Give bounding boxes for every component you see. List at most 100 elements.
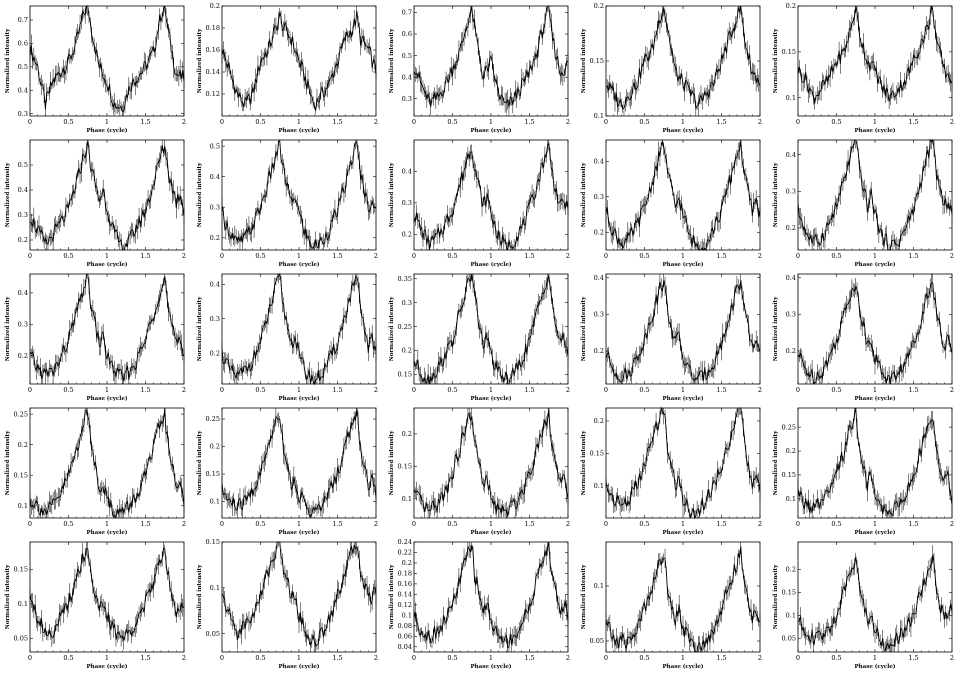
y-tick-label: 0.3: [18, 211, 28, 219]
x-axis-label: Phase (cycle): [279, 127, 320, 134]
x-tick-label: 1.5: [332, 654, 342, 662]
x-tick-label: 0: [220, 520, 224, 528]
y-tick-label: 0.7: [402, 9, 412, 17]
light-curve-panel: 0 0.5 1 1.5 2 0.12 0.14 0.16 0.18 0.2 Normalized i…: [192, 1, 384, 135]
y-axis-label: Normalized intensity: [389, 430, 395, 495]
light-curve-svg: 0 0.5 1 1.5 2 0.1 0.15 0.2 Normalized intensity P…: [581, 2, 762, 134]
y-axis-label: Normalized intensity: [389, 564, 395, 629]
x-tick-label: 1: [489, 386, 493, 394]
light-curve-panel: 0 0.5 1 1.5 2 0.2 0.3 0.4 0.5 Normalized intensit…: [0, 135, 192, 269]
y-tick-label: 0.7: [18, 16, 28, 24]
y-tick-label: 0.15: [590, 57, 604, 65]
light-curve-svg: 0 0.5 1 1.5 2 0.1 0.15 0.2 0.25 Normalized intens…: [5, 407, 186, 536]
x-tick-label: 1.5: [140, 654, 150, 662]
y-tick-label: 0.4: [594, 274, 604, 282]
x-tick-label: 1: [873, 252, 877, 260]
x-tick-label: 2: [758, 386, 762, 394]
light-curve-svg: 0 0.5 1 1.5 2 0.1 0.15 0.2 Normalized intensity P…: [389, 407, 570, 536]
y-tick-label: 0.18: [206, 24, 220, 32]
light-curve-panel: 0 0.5 1 1.5 2 0.2 0.3 0.4 Normalized intensity Ph…: [192, 269, 384, 403]
x-axis-label: Phase (cycle): [87, 127, 128, 134]
x-tick-label: 0: [412, 118, 416, 126]
light-curve-svg: 0 0.5 1 1.5 2 0.05 0.1 0.15 Normalized intensity…: [197, 538, 378, 670]
y-tick-label: 0.22: [398, 549, 412, 557]
y-tick-label: 0.3: [210, 315, 220, 323]
y-axis-label: Normalized intensity: [773, 28, 779, 93]
light-curve-panel: 0 0.5 1 1.5 2 0.2 0.3 0.4 Normalized intensity Ph…: [576, 135, 768, 269]
y-tick-label: 0.14: [206, 68, 220, 76]
y-axis-label: Normalized intensity: [197, 162, 203, 227]
x-tick-label: 2: [374, 654, 378, 662]
x-tick-label: 1: [873, 520, 877, 528]
x-tick-label: 2: [566, 654, 570, 662]
y-tick-label: 0.5: [18, 63, 28, 71]
y-tick-label: 0.15: [782, 471, 796, 479]
y-tick-label: 0.1: [18, 502, 28, 510]
y-axis-label: Normalized intensity: [389, 162, 395, 227]
y-tick-label: 0.12: [398, 601, 412, 609]
y-tick-label: 0.2: [210, 349, 220, 357]
y-tick-label: 0.1: [594, 582, 604, 590]
y-tick-label: 0.4: [402, 168, 412, 176]
x-tick-label: 0.5: [255, 654, 265, 662]
x-tick-label: 1.5: [716, 386, 726, 394]
light-curve-svg: 0 0.5 1 1.5 2 0.2 0.3 0.4 Normalized intensity Ph…: [581, 273, 762, 402]
y-tick-label: 0.3: [402, 299, 412, 307]
x-tick-label: 0: [604, 252, 608, 260]
light-curve-svg: 0 0.5 1 1.5 2 0.2 0.3 0.4 Normalized intensity Ph…: [773, 138, 954, 268]
light-curve-svg: 0 0.5 1 1.5 2 0.2 0.3 0.4 0.5 Normalized intensit…: [5, 139, 186, 268]
light-curve-panel: 0 0.5 1 1.5 2 0.05 0.1 0.15 0.2 Normalized intens…: [768, 537, 960, 671]
light-curve-panel: 0 0.5 1 1.5 2 0.04 0.06 0.08 0.1 0.12 0.14 0.16 0.18…: [384, 537, 576, 671]
x-tick-label: 1.5: [524, 118, 534, 126]
light-curve-panel: 0 0.5 1 1.5 2 0.2 0.3 0.4 0.5 Normalized intensit…: [192, 135, 384, 269]
x-tick-label: 0: [28, 520, 32, 528]
x-tick-label: 0.5: [639, 654, 649, 662]
y-tick-label: 0.2: [594, 417, 604, 425]
y-tick-label: 0.1: [594, 112, 604, 120]
y-axis-label: Normalized intensity: [5, 430, 11, 495]
x-tick-label: 2: [374, 252, 378, 260]
x-tick-label: 0.5: [255, 252, 265, 260]
x-tick-label: 0.5: [831, 386, 841, 394]
x-axis-label: Phase (cycle): [663, 261, 704, 268]
x-tick-label: 0.5: [831, 252, 841, 260]
light-curve-panel: 0 0.5 1 1.5 2 0.2 0.3 0.4 Normalized intensity Ph…: [576, 269, 768, 403]
y-axis-label: Normalized intensity: [581, 430, 587, 495]
x-tick-label: 0: [412, 386, 416, 394]
y-tick-label: 0.3: [786, 188, 796, 196]
light-curve-panel: 0 0.5 1 1.5 2 0.2 0.3 0.4 Normalized intensity Ph…: [0, 269, 192, 403]
x-tick-label: 2: [566, 252, 570, 260]
x-tick-label: 0.5: [447, 654, 457, 662]
y-tick-label: 0.4: [402, 73, 412, 81]
y-tick-label: 0.2: [594, 2, 604, 10]
x-tick-label: 1: [873, 654, 877, 662]
x-axis-label: Phase (cycle): [855, 261, 896, 268]
y-axis-label: Normalized intensity: [5, 28, 11, 93]
y-tick-label: 0.15: [206, 470, 220, 478]
x-tick-label: 0.5: [63, 654, 73, 662]
y-tick-label: 0.1: [18, 600, 28, 608]
light-curve-panel: 0 0.5 1 1.5 2 0.2 0.3 0.4 Normalized intensity Ph…: [768, 269, 960, 403]
x-tick-label: 0: [412, 520, 416, 528]
x-tick-label: 0: [412, 654, 416, 662]
y-tick-label: 0.2: [210, 2, 220, 10]
x-tick-label: 2: [950, 520, 954, 528]
y-axis-label: Normalized intensity: [5, 162, 11, 227]
x-axis-label: Phase (cycle): [855, 529, 896, 536]
x-tick-label: 1.5: [524, 386, 534, 394]
y-tick-label: 0.18: [398, 570, 412, 578]
x-tick-label: 1.5: [716, 654, 726, 662]
x-tick-label: 1: [105, 654, 109, 662]
x-tick-label: 1: [489, 252, 493, 260]
y-tick-label: 0.15: [398, 462, 412, 470]
y-tick-label: 0.1: [210, 498, 220, 506]
y-tick-label: 0.5: [402, 52, 412, 60]
x-tick-label: 1.5: [908, 252, 918, 260]
x-tick-label: 0: [796, 118, 800, 126]
x-tick-label: 2: [566, 520, 570, 528]
y-tick-label: 0.3: [402, 199, 412, 207]
light-curve-panel: 0 0.5 1 1.5 2 0.1 0.15 0.2 0.25 Normalized intens…: [192, 403, 384, 537]
y-tick-label: 0.4: [786, 274, 796, 282]
y-tick-label: 0.16: [398, 580, 412, 588]
y-tick-label: 0.25: [782, 423, 796, 431]
